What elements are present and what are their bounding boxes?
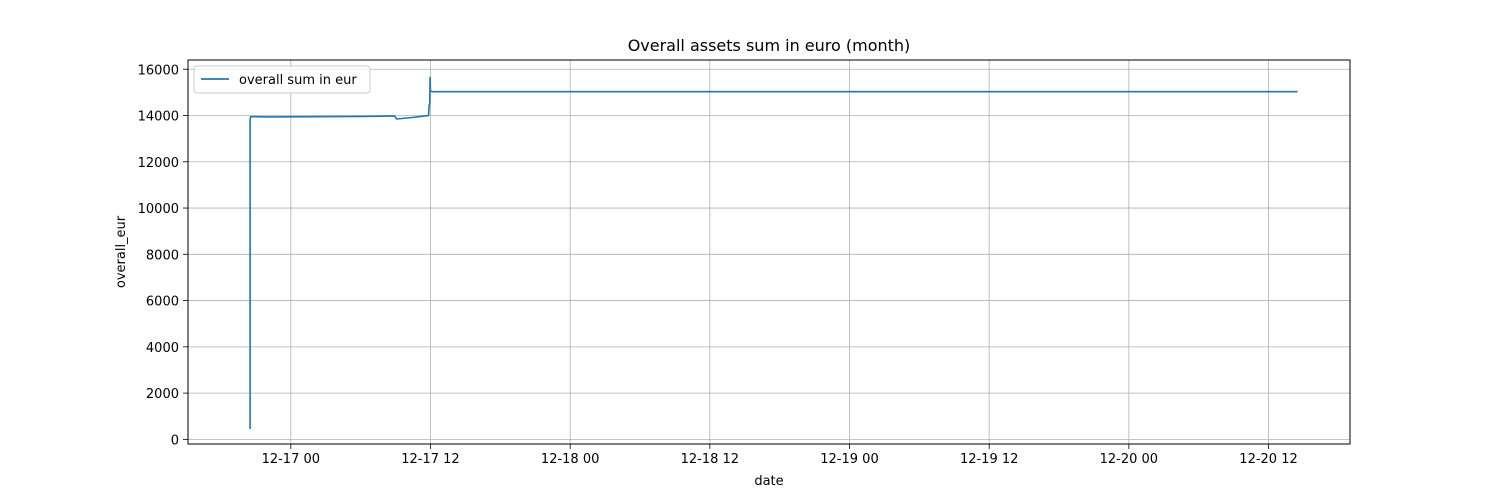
x-axis: 12-17 00 12-17 12 12-18 00 12-18 12 12-19 00… [262, 444, 1298, 467]
y-tick-label: 14000 [138, 110, 179, 125]
y-tick-label: 12000 [138, 156, 179, 171]
x-tick-label: 12-17 12 [401, 452, 459, 467]
x-tick-label: 12-19 12 [960, 452, 1018, 467]
series-line-overall-sum [249, 76, 1298, 429]
plot-area-background [188, 60, 1350, 444]
legend: overall sum in eur [193, 65, 371, 94]
x-tick-label: 12-20 00 [1100, 452, 1158, 467]
y-axis-title: overall_eur [114, 215, 129, 288]
y-axis: 0 2000 4000 6000 8000 10000 12000 14000 16000 [138, 63, 188, 448]
x-tick-label: 12-19 00 [820, 452, 878, 467]
legend-label: overall sum in eur [239, 73, 357, 88]
x-tick-label: 12-17 00 [262, 452, 320, 467]
y-tick-label: 0 [171, 433, 179, 448]
y-tick-label: 6000 [146, 295, 179, 310]
x-tick-label: 12-18 12 [681, 452, 739, 467]
legend-frame [193, 65, 371, 94]
x-axis-title: date [754, 474, 783, 489]
x-tick-label: 12-18 00 [541, 452, 599, 467]
y-tick-label: 10000 [138, 202, 179, 217]
series-layer [249, 76, 1298, 429]
chart-title: Overall assets sum in euro (month) [628, 36, 911, 55]
plot-frame [187, 59, 1351, 445]
y-tick-label: 2000 [146, 387, 179, 402]
y-tick-label: 4000 [146, 341, 179, 356]
y-tick-label: 16000 [138, 63, 179, 78]
x-tick-label: 12-20 12 [1239, 452, 1297, 467]
y-tick-label: 8000 [146, 248, 179, 263]
